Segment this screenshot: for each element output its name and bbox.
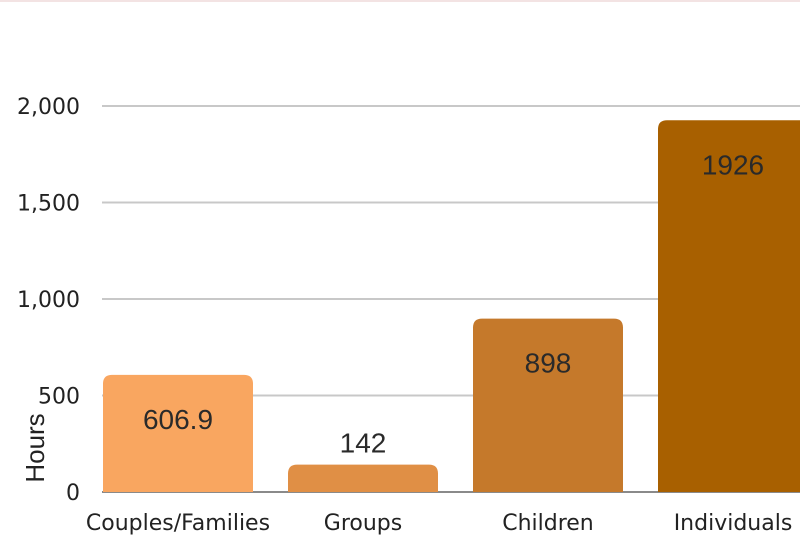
x-category-layer: Couples/Families Groups Children Individual… <box>86 511 792 536</box>
y-tick-label: 1,500 <box>17 192 80 217</box>
y-tick-label: 2,000 <box>17 95 80 120</box>
bar-groups <box>288 464 438 492</box>
data-label: 898 <box>525 348 572 379</box>
y-tick-layer: 0 500 1,000 1,500 2,000 <box>17 95 80 506</box>
y-tick-label: 0 <box>66 481 80 506</box>
x-category-label: Children <box>502 511 594 536</box>
data-label: 142 <box>340 428 387 459</box>
bar-children <box>473 318 623 492</box>
x-category-label: Groups <box>324 511 402 536</box>
bar-individuals <box>658 120 800 492</box>
data-label: 606.9 <box>143 404 213 435</box>
data-label: 1926 <box>702 149 764 180</box>
x-category-label: Couples/Families <box>86 511 270 536</box>
y-tick-label: 500 <box>38 385 80 410</box>
data-label-layer: 606.9 142 898 1926 <box>143 149 764 458</box>
x-category-label: Individuals <box>674 511 793 536</box>
y-axis-title: Hours <box>20 413 50 482</box>
bar-layer <box>103 120 800 492</box>
bar-couples-families <box>103 374 253 492</box>
y-tick-label: 1,000 <box>17 288 80 313</box>
top-border <box>0 0 800 2</box>
